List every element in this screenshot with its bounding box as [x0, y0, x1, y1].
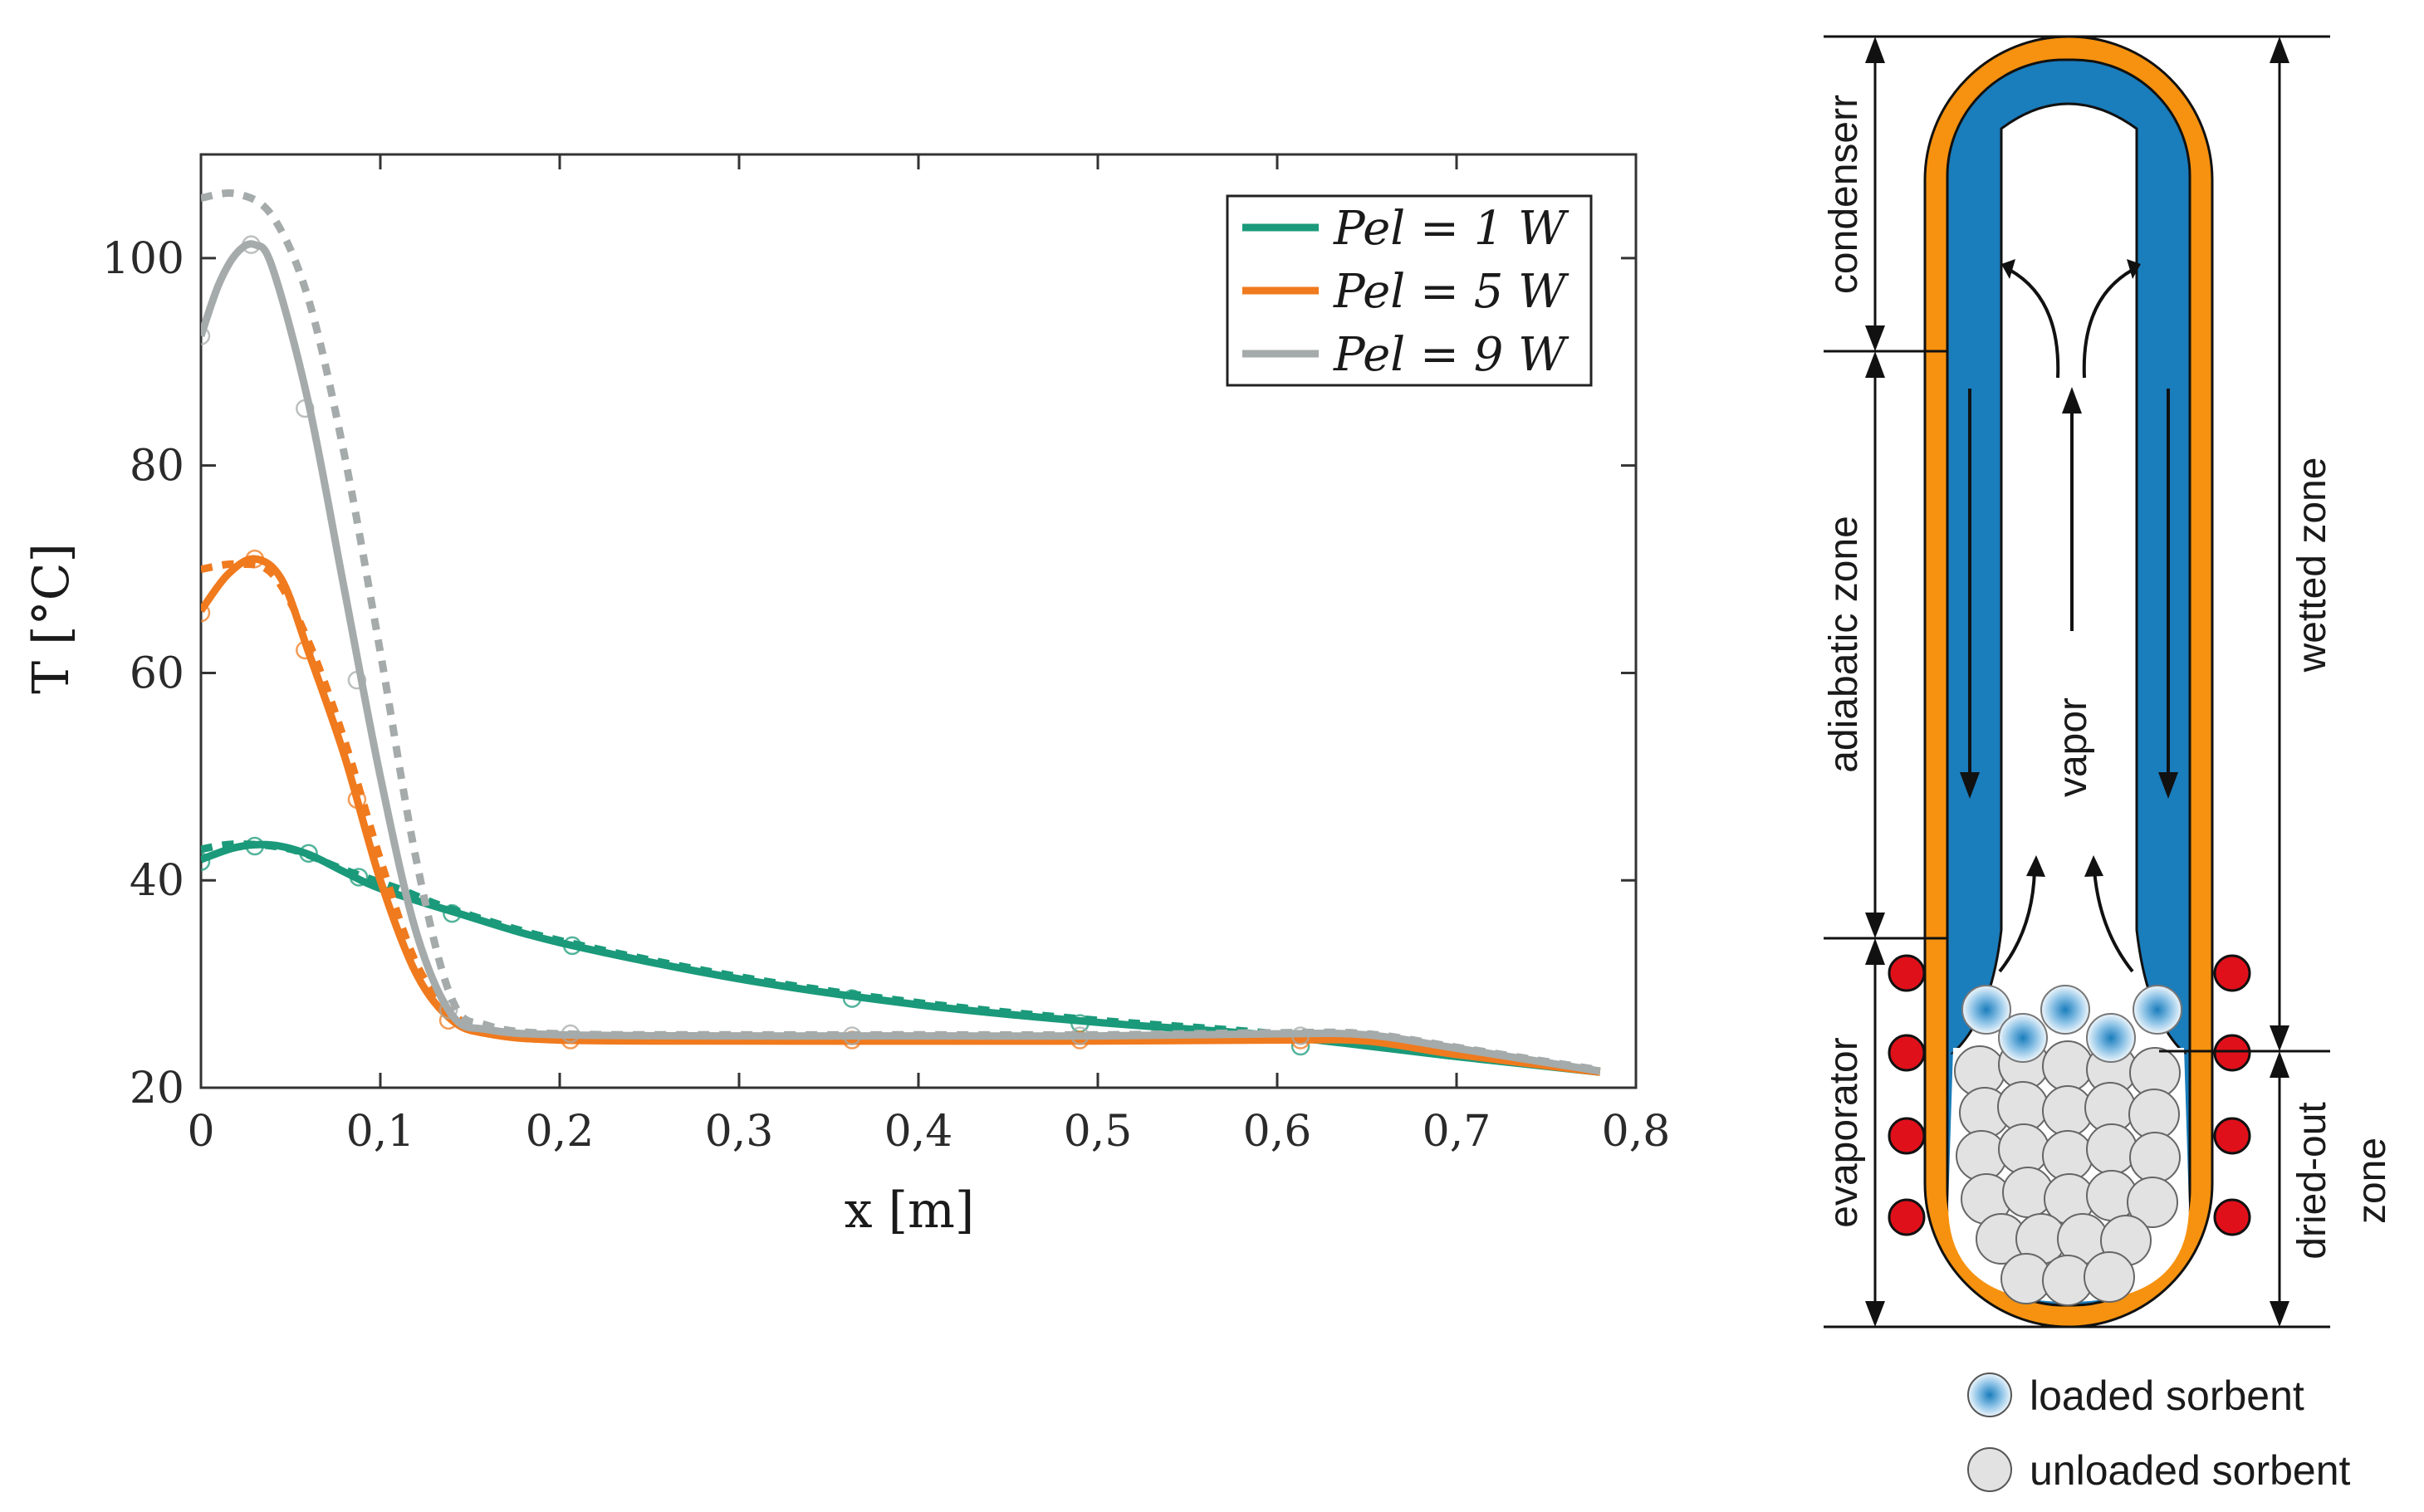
heat-pipe-diagram: vapor condenserr adiabatic zone evaporat…: [1822, 35, 2394, 1494]
unloaded-sorbent-particle: [2042, 1130, 2093, 1182]
data-point: [201, 326, 211, 345]
dried-out-label-line1: dried-out: [2290, 1102, 2334, 1259]
arrowhead-evap-right: [2084, 855, 2103, 877]
arrowhead-left: [1960, 772, 1980, 799]
data-point: [443, 903, 462, 923]
series-3: [201, 189, 1601, 1075]
line-chart: 0 0,1 0,2 0,3 0,4 0,5 0,6 0,7 0,8 20 40 60 80 100 x …: [22, 153, 1670, 1240]
left-dimensions: [1824, 35, 2072, 1329]
data-point: [245, 836, 265, 856]
loaded-sorbent-label: loaded sorbent: [2030, 1373, 2304, 1419]
split-arrow-right: [2082, 268, 2133, 379]
x-tick-label: 0,3: [705, 1107, 774, 1157]
unloaded-sorbent-particle: [2127, 1177, 2178, 1228]
y-axis: 20 40 60 80 100: [102, 234, 1636, 1113]
data-point: [201, 603, 211, 623]
unloaded-sorbent-particle: [2042, 1040, 2093, 1092]
adiabatic-zone-label: adiabatic zone: [1822, 516, 1866, 773]
y-tick-label: 80: [130, 442, 184, 492]
right-dimensions: [2068, 35, 2330, 1329]
data-point: [201, 852, 211, 871]
y-tick-label: 40: [130, 856, 184, 906]
y-tick-label: 100: [102, 234, 184, 284]
y-tick-label: 20: [130, 1064, 184, 1113]
legend-label: Pel = 1 W: [1333, 202, 1569, 256]
x-tick-label: 0,4: [884, 1107, 953, 1157]
data-point: [347, 790, 367, 810]
flow-arrows: [1960, 259, 2178, 973]
loaded-sorbent-particle: [2133, 985, 2182, 1035]
unloaded-sorbent-particle: [2084, 1251, 2135, 1303]
x-axis-label: x [m]: [845, 1182, 975, 1240]
data-point: [245, 549, 265, 569]
data-point: [561, 1024, 580, 1044]
dried-out-label-line2: zone: [2350, 1138, 2394, 1224]
legend: Pel = 1 W Pel = 5 W Pel = 9 W: [1226, 194, 1593, 387]
series-layer: [201, 189, 1601, 1076]
x-axis: 0 0,1 0,2 0,3 0,4 0,5 0,6 0,7 0,8: [187, 154, 1670, 1157]
wetted-zone-label: wetted zone: [2290, 458, 2334, 673]
loaded-sorbent-particle: [1998, 1013, 2048, 1063]
unloaded-sorbent-particle: [2129, 1132, 2181, 1183]
heater-right: [2213, 1034, 2251, 1072]
x-tick-label: 0,7: [1423, 1107, 1491, 1157]
arrowhead-split-left: [2001, 259, 2015, 279]
unloaded-sorbent-particle: [2086, 1123, 2138, 1175]
unloaded-sorbent-swatch: [1967, 1447, 2012, 1492]
evap-arrow-right: [2093, 869, 2134, 973]
data-point: [842, 989, 862, 1008]
data-point: [438, 1001, 458, 1020]
heater-left: [1888, 1034, 1926, 1072]
split-arrow-left: [2009, 268, 2060, 379]
x-tick-label: 0,8: [1602, 1107, 1671, 1157]
data-point: [242, 235, 261, 254]
heater-left: [1888, 954, 1926, 992]
evap-arrow-left: [1998, 869, 2036, 973]
y-tick-label: 60: [130, 648, 184, 698]
unloaded-sorbent-particle: [1998, 1123, 2049, 1175]
arrowhead-evap-left: [2026, 855, 2045, 877]
data-point: [296, 640, 315, 660]
arrowhead-split-right: [2127, 259, 2141, 279]
unloaded-sorbent-particle: [1956, 1130, 2007, 1182]
evaporator-label: evaporator: [1822, 1037, 1866, 1227]
vapor-label: vapor: [2051, 697, 2095, 797]
x-tick-label: 0,5: [1064, 1107, 1133, 1157]
loaded-sorbent-swatch: [1967, 1373, 2012, 1417]
x-tick-label: 0: [187, 1107, 214, 1157]
x-tick-label: 0,6: [1243, 1107, 1312, 1157]
data-point: [299, 844, 318, 864]
arrowhead-right: [2158, 772, 2178, 799]
condenser-label: condenserr: [1822, 95, 1866, 294]
loaded-sorbent-particle: [1961, 985, 2011, 1035]
arrowhead-vapor-up: [2062, 387, 2082, 413]
data-point: [562, 936, 582, 956]
x-tick-label: 0,1: [346, 1107, 415, 1157]
data-point: [842, 1026, 862, 1045]
data-point: [1070, 1026, 1090, 1045]
heater-left: [1888, 1198, 1926, 1236]
y-axis-label: T [°C]: [22, 543, 81, 694]
data-point: [296, 399, 315, 418]
heater-left: [1888, 1117, 1926, 1155]
heater-right: [2213, 954, 2251, 992]
legend-label: Pel = 5 W: [1333, 265, 1569, 319]
heaters: [1888, 954, 2251, 1236]
heater-right: [2213, 1117, 2251, 1155]
legend-label: Pel = 9 W: [1333, 328, 1569, 382]
data-point: [349, 868, 369, 887]
sorbent-particles: [1954, 985, 2182, 1306]
unloaded-sorbent-label: unloaded sorbent: [2030, 1447, 2351, 1494]
loaded-sorbent-particle: [2040, 985, 2090, 1035]
heater-right: [2213, 1198, 2251, 1236]
loaded-sorbent-particle: [2086, 1013, 2136, 1063]
data-point: [1290, 1026, 1310, 1045]
x-tick-label: 0,2: [526, 1107, 595, 1157]
data-point: [347, 670, 367, 690]
series-line-solid: [201, 240, 1601, 1075]
unloaded-sorbent-particle: [2128, 1089, 2180, 1140]
